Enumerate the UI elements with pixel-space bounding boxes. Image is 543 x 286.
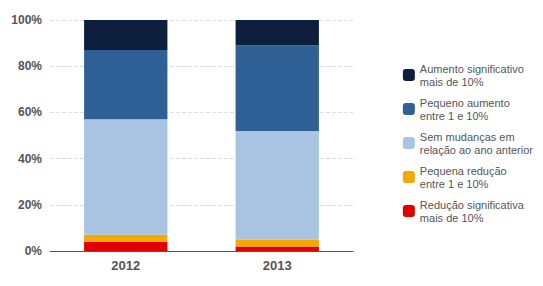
svg-text:Pequeno aumento: Pequeno aumento (420, 97, 510, 109)
svg-text:Redução significativa: Redução significativa (420, 199, 525, 211)
svg-text:100%: 100% (11, 13, 42, 27)
svg-text:mais de 10%: mais de 10% (420, 76, 484, 88)
svg-text:2013: 2013 (263, 258, 292, 273)
svg-text:60%: 60% (18, 105, 42, 119)
svg-text:2012: 2012 (111, 258, 140, 273)
svg-text:entre 1 e 10%: entre 1 e 10% (420, 110, 489, 122)
svg-text:mais de 10%: mais de 10% (420, 212, 484, 224)
svg-text:Pequena redução: Pequena redução (420, 165, 507, 177)
svg-text:40%: 40% (18, 152, 42, 166)
svg-text:0%: 0% (25, 244, 43, 258)
svg-text:relação ao ano anterior: relação ao ano anterior (420, 144, 533, 156)
svg-text:Aumento significativo: Aumento significativo (420, 63, 524, 75)
svg-text:Sem mudanças em: Sem mudanças em (420, 131, 515, 143)
svg-text:20%: 20% (18, 198, 42, 212)
svg-text:80%: 80% (18, 59, 42, 73)
svg-text:entre 1 e 10%: entre 1 e 10% (420, 178, 489, 190)
